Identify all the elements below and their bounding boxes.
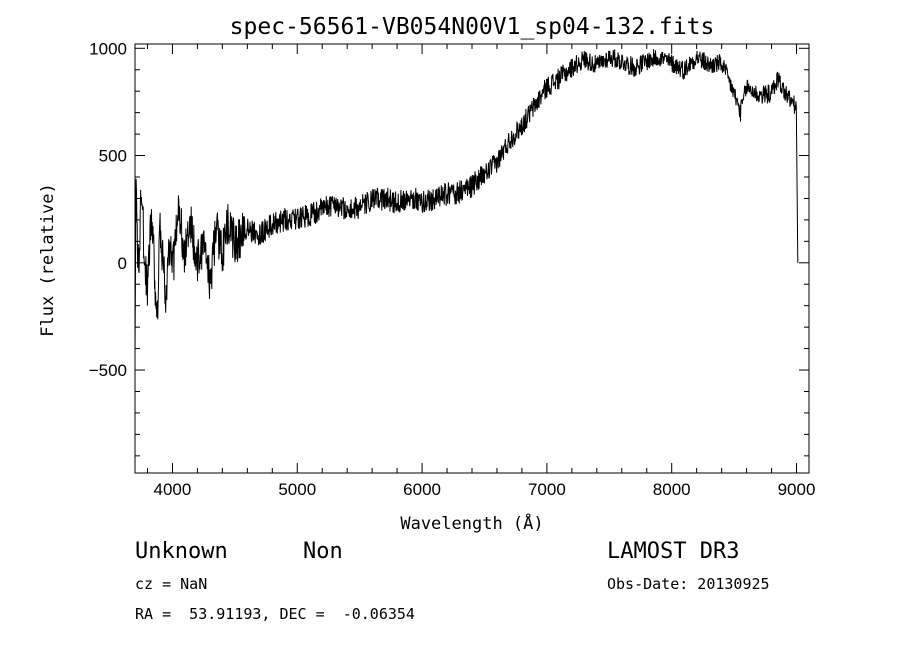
chart-title: spec-56561-VB054N00V1_sp04-132.fits [230,14,715,40]
x-tick-label: 4000 [154,480,192,499]
y-axis-label: Flux (relative) [38,183,58,337]
observation-date: Obs-Date: 20130925 [607,575,770,593]
x-tick-label: 8000 [653,480,691,499]
y-tick-label: 0 [118,254,127,273]
x-tick-label: 7000 [528,480,566,499]
x-axis-label: Wavelength (Å) [400,512,543,534]
x-tick-label: 6000 [403,480,441,499]
redshift-cz: cz = NaN [135,575,208,593]
y-tick-label: 500 [99,147,127,166]
y-tick-label: 1000 [89,39,127,58]
object-class: Unknown [135,539,228,564]
spectrum-line [134,49,799,355]
x-tick-label: 5000 [278,480,316,499]
axis-ticks [135,44,809,473]
x-tick-label: 9000 [778,480,816,499]
y-tick-label: −500 [89,361,127,380]
survey-name: LAMOST DR3 [607,539,740,564]
axis-tick-labels: 4000 5000 6000 7000 8000 9000 −500 0 500 1000 [89,39,816,499]
object-subclass: Non [303,539,343,564]
spectrum-chart: spec-56561-VB054N00V1_sp04-132.fits 4000… [38,14,816,534]
coordinates: RA = 53.91193, DEC = -0.06354 [135,605,415,623]
